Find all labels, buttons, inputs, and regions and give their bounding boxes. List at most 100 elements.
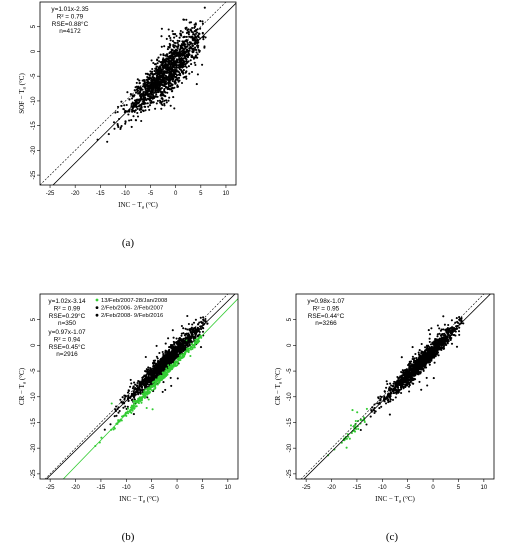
point-b-0	[161, 350, 164, 354]
point-b-0	[177, 343, 180, 346]
point-a-0	[160, 72, 163, 75]
point-a-0	[168, 35, 171, 38]
point-a-0	[170, 90, 174, 93]
point-c-0	[421, 350, 424, 353]
point-a-0	[154, 95, 157, 98]
point-a-0	[162, 71, 165, 75]
point-a-0	[158, 72, 161, 75]
point-a-0	[176, 61, 180, 64]
point-c-0	[428, 340, 431, 343]
point-a-0	[151, 72, 154, 76]
point-c-0	[398, 379, 401, 382]
point-b-1	[133, 407, 136, 410]
point-a-0	[152, 76, 155, 80]
point-a-0	[196, 53, 199, 56]
point-c-0	[397, 377, 400, 380]
point-c-0	[425, 376, 428, 379]
point-b-0	[173, 341, 176, 344]
point-a-0	[156, 89, 159, 92]
scatter-points-b	[94, 314, 209, 448]
point-a-0	[131, 108, 134, 111]
point-b-1	[149, 385, 152, 388]
point-a-0	[193, 25, 197, 28]
point-a-0	[186, 56, 189, 59]
panel-label-b: (b)	[122, 531, 135, 543]
point-b-1	[144, 388, 147, 391]
point-a-0	[170, 87, 173, 90]
point-b-0	[117, 411, 120, 414]
point-a-0	[182, 69, 185, 72]
point-c-0	[411, 355, 414, 358]
point-a-0	[150, 100, 153, 103]
point-a-0	[155, 93, 158, 96]
point-a-0	[195, 44, 199, 47]
point-a-0	[163, 87, 166, 91]
point-b-0	[166, 354, 169, 357]
point-a-0	[173, 46, 176, 49]
point-a-0	[159, 82, 162, 85]
point-c-0	[447, 323, 450, 327]
point-b-0	[202, 319, 205, 322]
plot-frame-c	[295, 293, 495, 480]
point-b-0	[206, 322, 209, 325]
point-b-0	[178, 336, 181, 339]
point-b-1	[150, 389, 154, 392]
point-c-0	[413, 359, 416, 362]
point-b-1	[189, 354, 192, 358]
point-c-0	[400, 370, 403, 374]
point-a-0	[163, 95, 167, 98]
point-b-0	[186, 345, 190, 348]
point-c-0	[396, 381, 399, 385]
point-b-0	[175, 352, 178, 355]
point-a-0	[160, 78, 164, 81]
point-a-0	[177, 73, 180, 76]
stat-line: RSE=0.88°C	[52, 20, 89, 28]
stat-line: y=1.01x-2.35	[51, 6, 89, 13]
point-b-0	[146, 396, 149, 399]
point-b-0	[172, 336, 175, 339]
point-b-0	[119, 398, 122, 401]
point-a-0	[139, 86, 142, 89]
point-b-0	[153, 361, 156, 364]
point-a-0	[187, 31, 190, 34]
point-b-0	[148, 369, 151, 372]
point-a-0	[162, 76, 165, 79]
panel-label-c: (c)	[386, 531, 399, 543]
point-a-0	[171, 30, 174, 33]
point-b-0	[199, 316, 202, 319]
point-a-0	[158, 60, 161, 63]
regression-line-0	[303, 294, 491, 479]
point-a-0	[188, 72, 191, 75]
point-a-0	[135, 98, 138, 101]
point-a-0	[187, 52, 190, 55]
point-a-0	[161, 100, 164, 103]
point-b-0	[194, 333, 197, 336]
point-a-0	[167, 84, 171, 87]
point-a-0	[133, 89, 136, 92]
point-a-0	[181, 40, 184, 43]
point-b-1	[146, 388, 149, 391]
point-b-0	[196, 326, 199, 329]
point-c-0	[374, 410, 377, 413]
point-c-0	[439, 347, 442, 350]
point-b-0	[177, 340, 180, 343]
point-b-0	[149, 378, 152, 381]
point-c-1	[356, 411, 359, 414]
point-c-0	[397, 391, 400, 394]
point-a-0	[195, 39, 198, 42]
point-b-0	[171, 329, 174, 332]
point-b-0	[164, 350, 167, 354]
point-b-0	[152, 377, 155, 380]
point-a-0	[193, 38, 197, 41]
point-a-0	[172, 32, 175, 36]
point-b-1	[156, 383, 159, 386]
point-a-0	[187, 60, 190, 63]
x-tick-label: 0	[431, 485, 435, 491]
point-c-0	[408, 365, 411, 369]
point-a-0	[182, 76, 185, 79]
x-tick-label: -10	[121, 191, 130, 197]
point-a-0	[136, 107, 139, 110]
point-c-0	[415, 360, 418, 363]
point-a-0	[185, 77, 188, 80]
point-a-0	[140, 103, 143, 106]
